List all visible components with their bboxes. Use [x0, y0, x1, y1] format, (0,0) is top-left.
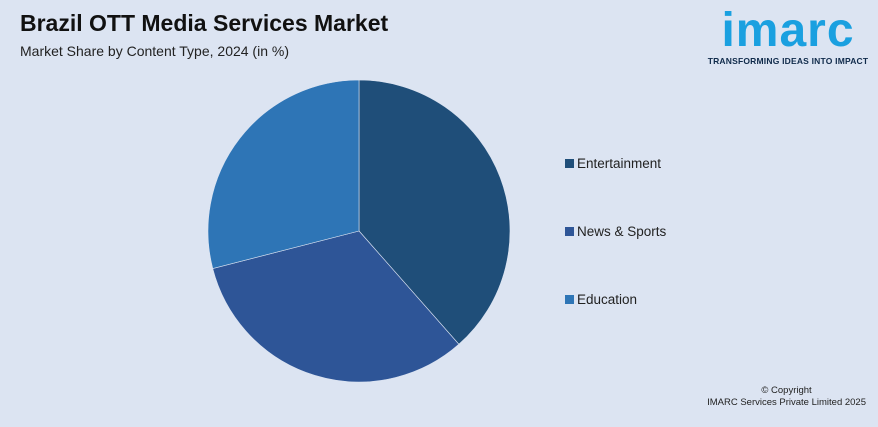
legend-label: News & Sports [577, 223, 667, 239]
pie-slice-news-sports [212, 230, 460, 383]
pie-slice-entertainment [358, 79, 511, 345]
chart-title: Brazil OTT Media Services Market [20, 10, 389, 36]
legend-swatch [565, 294, 574, 304]
legend-label: Entertainment [577, 155, 662, 171]
legend-swatch [565, 226, 574, 236]
chart-subtitle: Market Share by Content Type, 2024 (in %… [20, 43, 289, 59]
legend-swatch [565, 158, 574, 168]
chart-legend: Entertainment News & Sports Education [565, 153, 666, 357]
copyright-notice: © Copyright IMARC Services Private Limit… [707, 385, 866, 409]
copyright-line: © Copyright [761, 385, 812, 396]
legend-item-education: Education [565, 289, 666, 309]
logo-tagline: TRANSFORMING IDEAS INTO IMPACT [707, 56, 869, 66]
logo-wordmark: imarc [721, 4, 855, 57]
imarc-logo: imarc TRANSFORMING IDEAS INTO IMPACT [704, 4, 872, 67]
legend-label: Education [577, 291, 638, 307]
legend-item-entertainment: Entertainment [565, 153, 666, 173]
legend-item-news-sports: News & Sports [565, 221, 666, 241]
pie-slice-education [207, 79, 360, 269]
copyright-owner: IMARC Services Private Limited 2025 [707, 397, 866, 408]
